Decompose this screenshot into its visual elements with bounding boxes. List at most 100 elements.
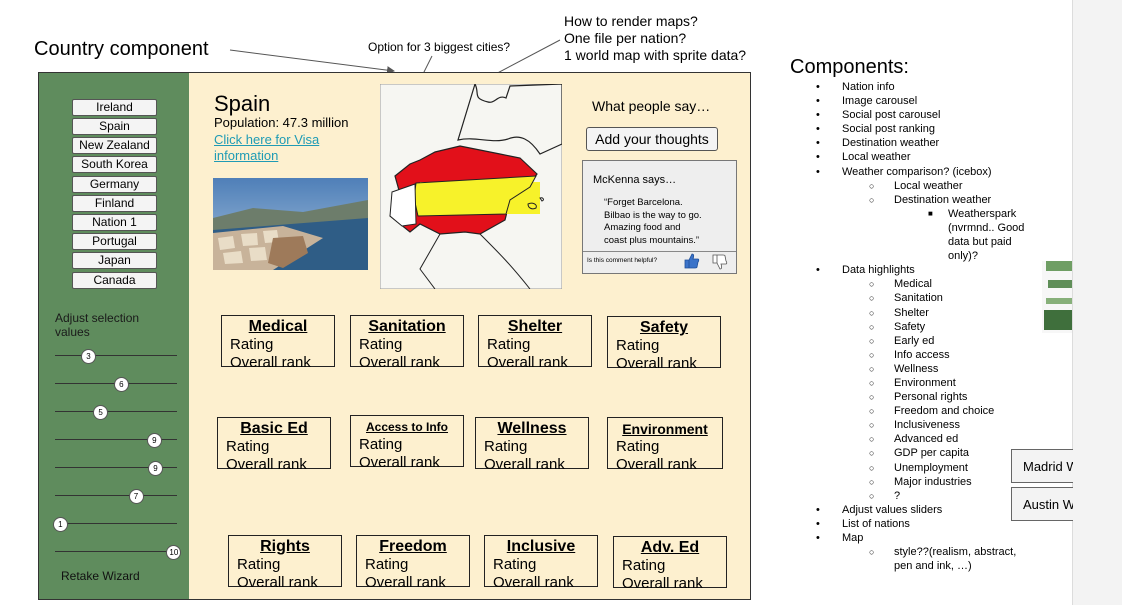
maps-question-annotation: How to render maps? One file per nation?… bbox=[564, 13, 746, 64]
retake-wizard-link[interactable]: Retake Wizard bbox=[61, 569, 140, 583]
slider-knob[interactable]: 5 bbox=[93, 405, 109, 420]
component-item: Advanced ed bbox=[788, 432, 1068, 446]
country-map[interactable] bbox=[380, 84, 562, 289]
nation-sidebar: Ireland Spain New Zealand South Korea Ge… bbox=[38, 72, 191, 600]
slider-knob[interactable]: 3 bbox=[80, 349, 96, 364]
component-item: Safety bbox=[788, 320, 1068, 334]
component-item: Destination weather bbox=[788, 136, 1068, 150]
highlight-card[interactable]: Wellness Rating Overall rank bbox=[475, 417, 589, 473]
slider-knob[interactable]: 6 bbox=[113, 377, 129, 392]
slider-knob[interactable]: 9 bbox=[148, 461, 164, 476]
card-title: Adv. Ed bbox=[640, 539, 700, 556]
highlight-card[interactable]: Access to Info Rating Overall rank bbox=[350, 415, 464, 471]
component-item: Environment bbox=[788, 376, 1068, 390]
card-title: Shelter bbox=[507, 318, 563, 335]
nation-button-south-korea[interactable]: South Korea bbox=[72, 156, 157, 173]
card-title: Safety bbox=[639, 319, 689, 336]
slider-knob[interactable]: 10 bbox=[166, 545, 182, 560]
highlight-card[interactable]: Rights Rating Overall rank bbox=[228, 535, 342, 591]
value-slider[interactable]: 7 bbox=[55, 489, 177, 504]
add-thoughts-button[interactable]: Add your thoughts bbox=[586, 127, 718, 151]
highlight-card[interactable]: Shelter Rating Overall rank bbox=[478, 315, 592, 371]
card-rating: Rating bbox=[622, 557, 666, 574]
nation-button-new-zealand[interactable]: New Zealand bbox=[72, 137, 157, 154]
component-item: GDP per capita bbox=[788, 446, 1068, 460]
card-rating: Rating bbox=[226, 438, 270, 455]
value-slider[interactable]: 9 bbox=[55, 433, 177, 448]
component-item: Medical bbox=[788, 277, 1068, 291]
right-side-panel bbox=[1073, 0, 1122, 605]
value-slider[interactable]: 10 bbox=[55, 545, 182, 560]
slider-knob[interactable]: 1 bbox=[52, 517, 68, 532]
card-rank: Overall rank bbox=[487, 354, 568, 371]
card-rating: Rating bbox=[616, 438, 660, 455]
highlight-card[interactable]: Sanitation Rating Overall rank bbox=[350, 315, 464, 371]
card-title: Freedom bbox=[379, 538, 447, 555]
visa-info-link-line: Click here for Visa bbox=[214, 132, 320, 147]
city-photo[interactable] bbox=[213, 178, 368, 270]
component-item: Local weather bbox=[788, 179, 1068, 193]
card-rank: Overall rank bbox=[359, 454, 440, 471]
post-quote: “Forget Barcelona. Bilbao is the way to … bbox=[604, 197, 702, 247]
card-rating: Rating bbox=[359, 436, 403, 453]
slider-knob[interactable]: 7 bbox=[128, 489, 144, 504]
component-item: Weather comparison? (icebox) bbox=[788, 165, 1068, 179]
component-item: Unemployment bbox=[788, 461, 1068, 475]
value-slider[interactable]: 9 bbox=[55, 461, 177, 476]
maps-question-line: 1 world map with sprite data? bbox=[564, 47, 747, 63]
card-title: Basic Ed bbox=[240, 420, 308, 437]
highlight-card[interactable]: Environment Rating Overall rank bbox=[607, 417, 723, 473]
weather-chart-thumbnail[interactable] bbox=[1034, 258, 1072, 338]
country-name: Spain bbox=[214, 91, 271, 116]
component-item: Freedom and choice bbox=[788, 404, 1068, 418]
nation-button-nation-1[interactable]: Nation 1 bbox=[72, 214, 157, 231]
visa-info-link[interactable]: Click here for Visa information bbox=[214, 132, 319, 164]
card-rank: Overall rank bbox=[237, 574, 318, 591]
component-item: Weatherspark (nvrmnd.. Good data but pai… bbox=[788, 207, 1028, 263]
value-slider[interactable]: 5 bbox=[55, 405, 177, 420]
card-rating: Rating bbox=[359, 336, 403, 353]
component-item: Social post ranking bbox=[788, 122, 1068, 136]
card-rank: Overall rank bbox=[622, 575, 703, 592]
component-item: Image carousel bbox=[788, 94, 1068, 108]
card-rating: Rating bbox=[230, 336, 274, 353]
value-slider[interactable]: 1 bbox=[52, 517, 177, 532]
component-item: Sanitation bbox=[788, 291, 1068, 305]
card-rating: Rating bbox=[616, 337, 660, 354]
nation-button-portugal[interactable]: Portugal bbox=[72, 233, 157, 250]
highlight-card[interactable]: Basic Ed Rating Overall rank bbox=[217, 417, 331, 473]
thumbs-down-icon[interactable] bbox=[710, 252, 728, 270]
highlight-card[interactable]: Inclusive Rating Overall rank bbox=[484, 535, 598, 591]
card-rank: Overall rank bbox=[616, 456, 697, 473]
card-rank: Overall rank bbox=[616, 355, 697, 372]
component-item: Wellness bbox=[788, 362, 1068, 376]
slide-canvas: Country component Option for 3 biggest c… bbox=[0, 0, 1073, 605]
card-title: Wellness bbox=[497, 420, 567, 437]
slider-knob[interactable]: 9 bbox=[146, 433, 162, 448]
thumbs-up-icon[interactable] bbox=[682, 252, 700, 270]
post-author: McKenna says… bbox=[593, 174, 677, 186]
nation-button-japan[interactable]: Japan bbox=[72, 252, 157, 269]
nation-button-canada[interactable]: Canada bbox=[72, 272, 157, 289]
highlight-card[interactable]: Adv. Ed Rating Overall rank bbox=[613, 536, 727, 592]
post-quote-line: coast plus mountains.” bbox=[604, 234, 700, 246]
component-item: Map bbox=[788, 531, 1068, 545]
component-item: Major industries bbox=[788, 475, 1068, 489]
nation-button-spain[interactable]: Spain bbox=[72, 118, 157, 135]
value-slider[interactable]: 3 bbox=[55, 349, 177, 364]
component-item: ? bbox=[788, 489, 1068, 503]
cities-option-annotation: Option for 3 biggest cities? bbox=[368, 40, 511, 54]
value-slider[interactable]: 6 bbox=[55, 377, 177, 392]
helpful-prompt: Is this comment helpful? bbox=[587, 257, 658, 264]
nation-button-finland[interactable]: Finland bbox=[72, 195, 157, 212]
component-item: Info access bbox=[788, 348, 1068, 362]
component-item: style??(realism, abstract, pen and ink, … bbox=[788, 545, 1034, 573]
highlight-card[interactable]: Medical Rating Overall rank bbox=[221, 315, 335, 371]
nation-button-germany[interactable]: Germany bbox=[72, 176, 157, 193]
card-rank: Overall rank bbox=[359, 354, 440, 371]
nation-button-ireland[interactable]: Ireland bbox=[72, 99, 157, 116]
highlight-card[interactable]: Freedom Rating Overall rank bbox=[356, 535, 470, 591]
highlight-card[interactable]: Safety Rating Overall rank bbox=[607, 316, 721, 372]
country-component-annotation: Country component bbox=[34, 38, 209, 60]
components-heading: Components: bbox=[790, 56, 909, 78]
